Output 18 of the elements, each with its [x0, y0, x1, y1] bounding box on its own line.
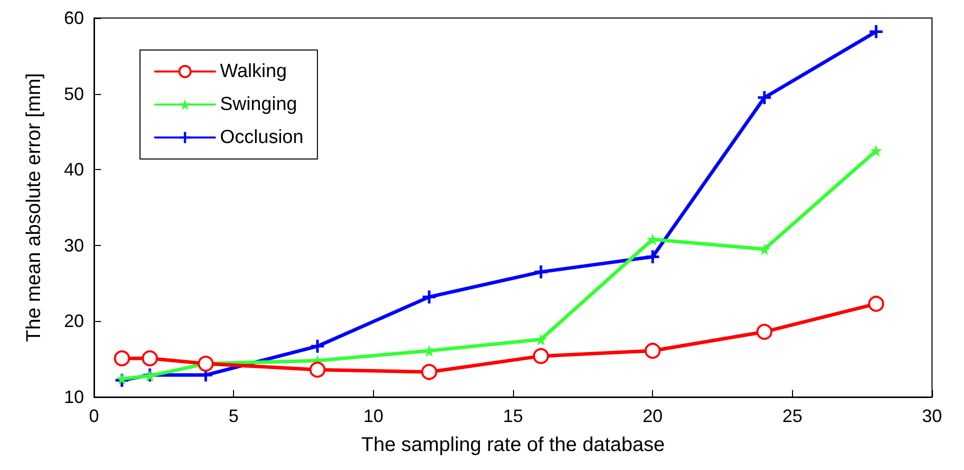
y-tick-label: 10 — [64, 387, 84, 407]
x-tick-label: 0 — [88, 406, 100, 426]
legend-label: Walking — [220, 61, 287, 82]
y-tick-label: 20 — [64, 311, 84, 332]
x-tick-label: 30 — [922, 406, 942, 426]
x-tick-label: 10 — [363, 406, 384, 426]
x-axis-title: The sampling rate of the database — [361, 434, 665, 456]
x-tick-label: 25 — [782, 406, 802, 426]
y-tick-label: 40 — [64, 160, 84, 180]
x-tick-label: 15 — [502, 406, 524, 426]
x-tick-label: 5 — [228, 406, 239, 426]
legend-label: Occlusion — [220, 127, 304, 148]
y-tick-label: 30 — [64, 235, 84, 256]
y-axis-title: The mean absolute error [mm] — [23, 73, 45, 342]
x-tick-label: 20 — [642, 406, 663, 426]
legend-label: Swinging — [220, 94, 298, 115]
y-tick-label: 50 — [64, 84, 84, 104]
y-tick-label: 60 — [64, 8, 84, 28]
